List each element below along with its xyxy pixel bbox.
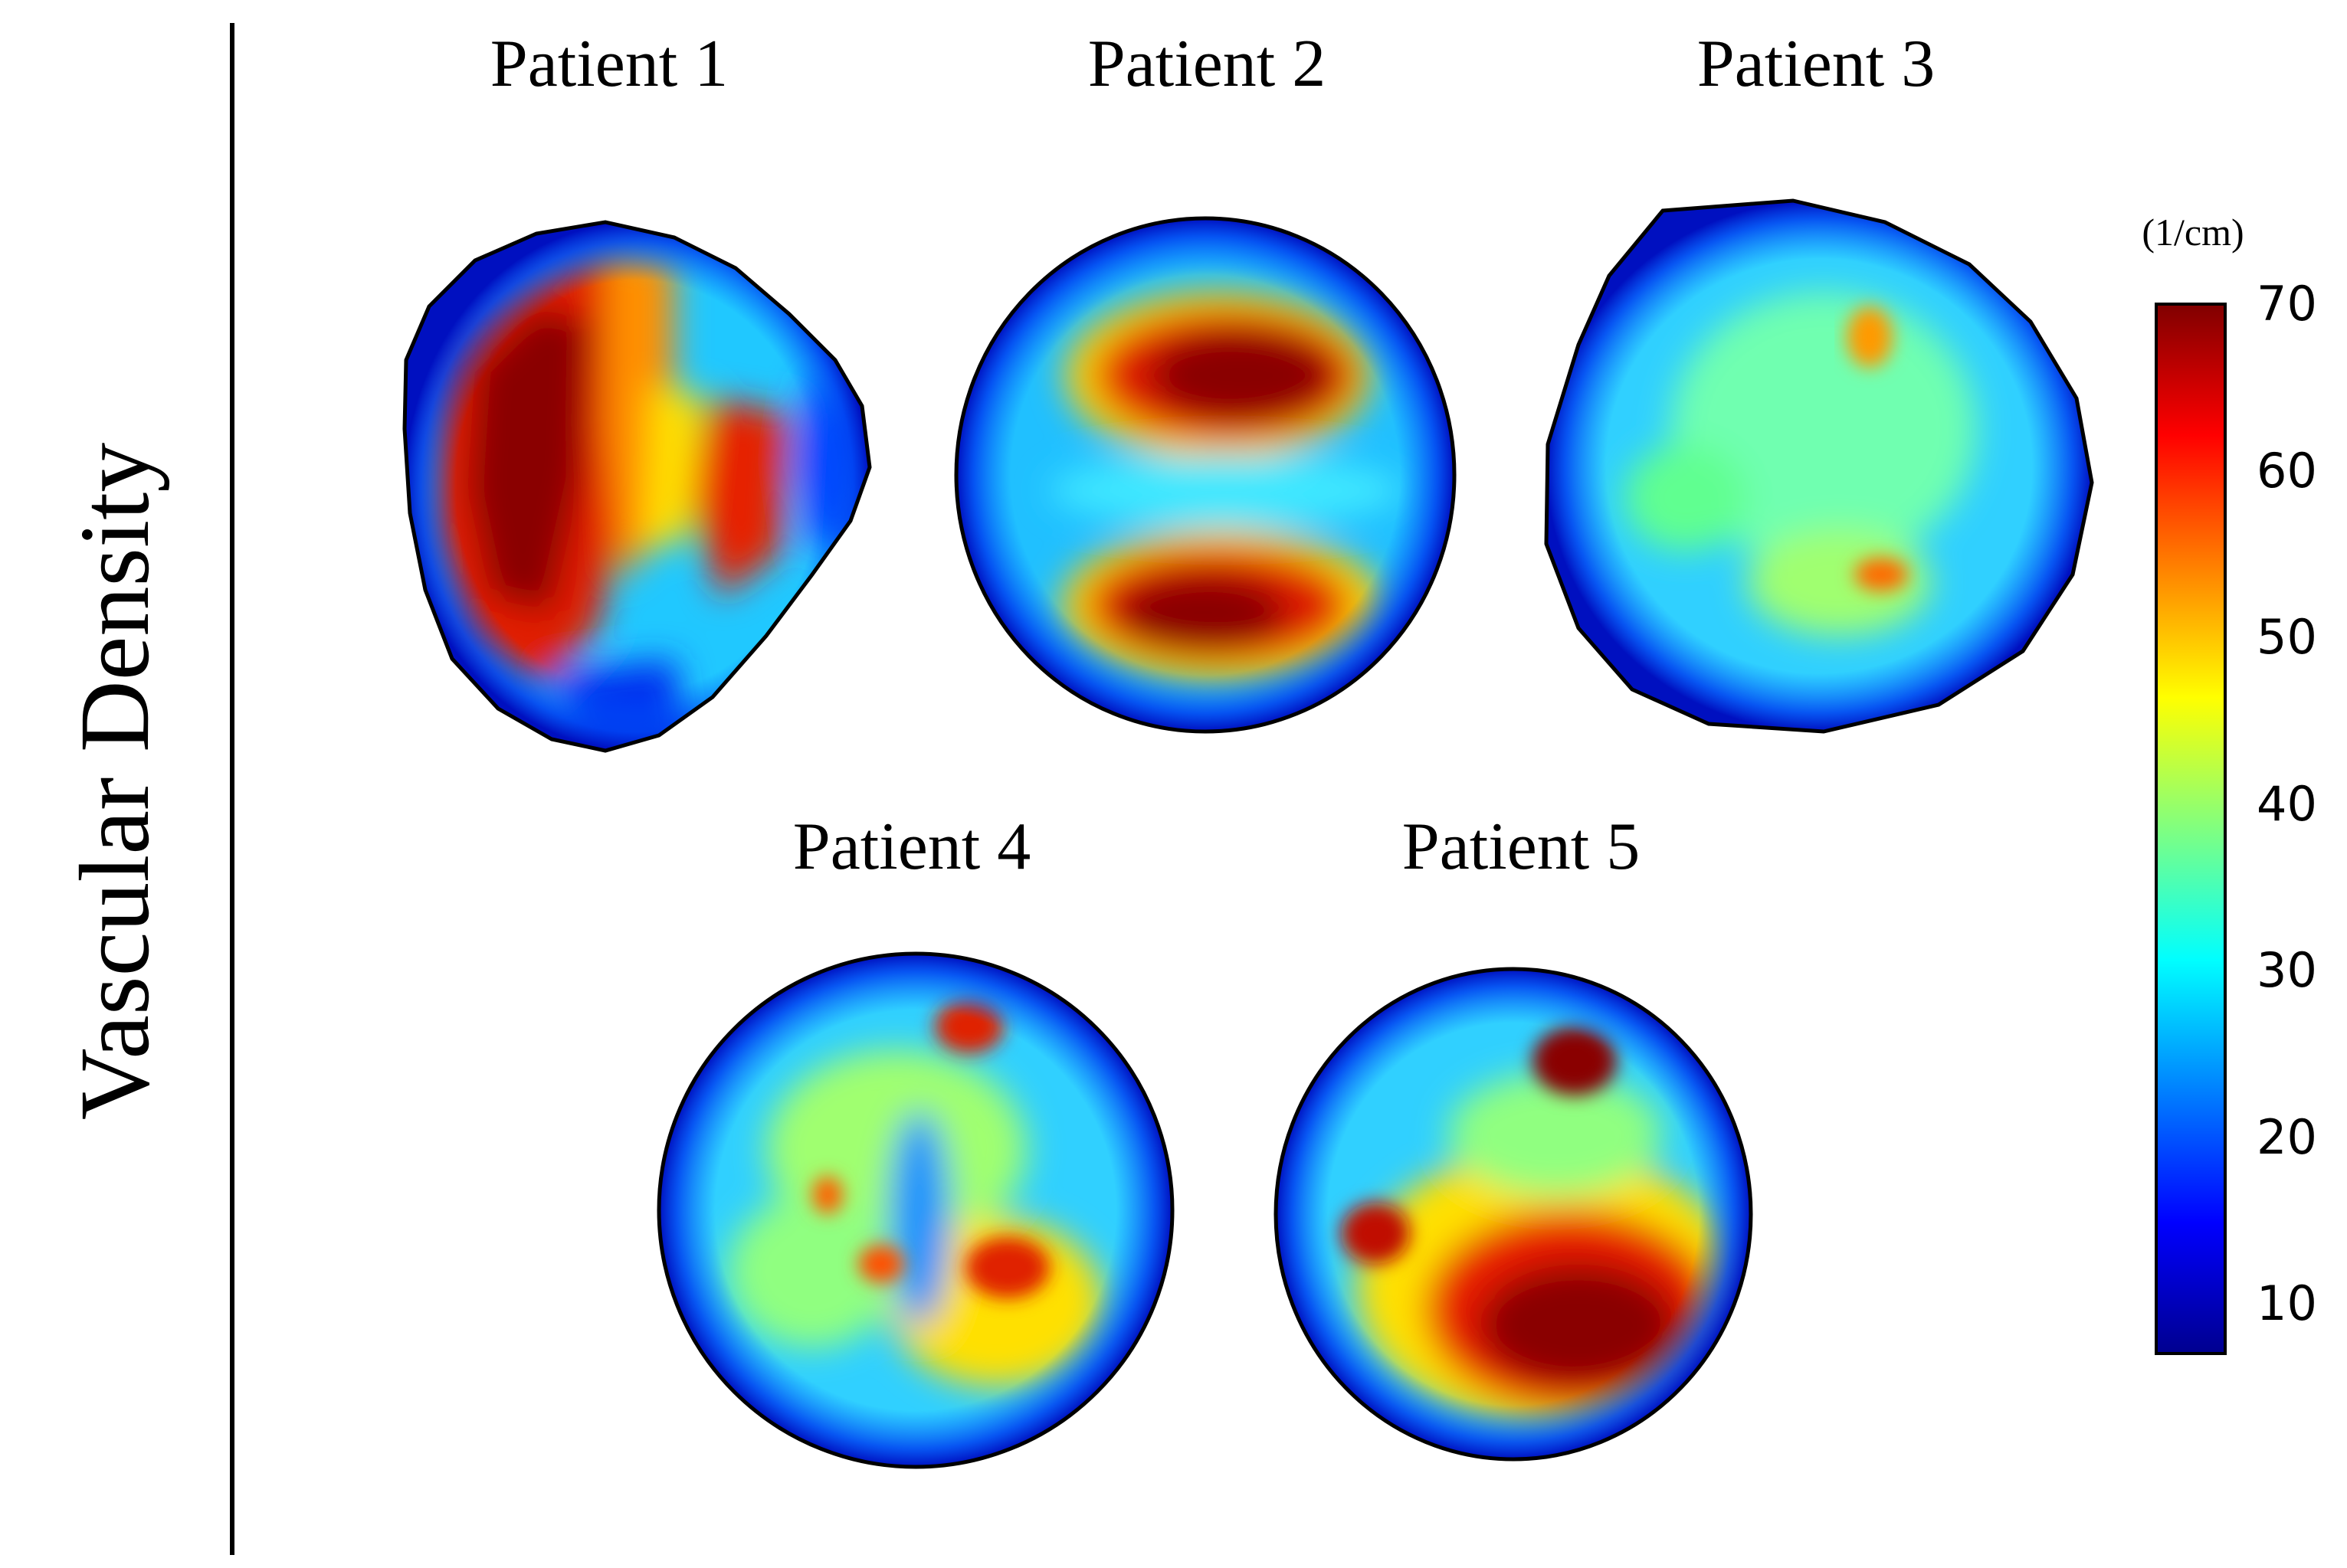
density-map-patient-1: [402, 220, 872, 753]
density-map-patient-4: [657, 951, 1175, 1469]
colorbar: [2155, 303, 2227, 1355]
colorbar-tick-label: 30: [2257, 942, 2317, 998]
density-map-patient-2: [954, 216, 1457, 734]
divider-line: [230, 23, 234, 1555]
panel-title-patient-3: Patient 3: [1696, 27, 1936, 101]
colorbar-tick-label: 10: [2257, 1275, 2317, 1331]
colorbar-tick-label: 40: [2257, 776, 2317, 832]
panel-title-patient-5: Patient 5: [1401, 810, 1641, 884]
colorbar-tick-label: 20: [2257, 1109, 2317, 1165]
colorbar-tick-label: 70: [2257, 276, 2317, 332]
colorbar-tick-label: 60: [2257, 443, 2317, 499]
colorbar-tick-label: 50: [2257, 609, 2317, 665]
density-map-patient-5: [1273, 967, 1753, 1462]
colorbar-unit-label: (1/cm): [2142, 211, 2244, 254]
panel-title-patient-2: Patient 2: [1087, 27, 1326, 101]
density-map-patient-3: [1544, 198, 2094, 734]
panel-title-patient-4: Patient 4: [792, 810, 1031, 884]
panel-title-patient-1: Patient 1: [490, 27, 729, 101]
